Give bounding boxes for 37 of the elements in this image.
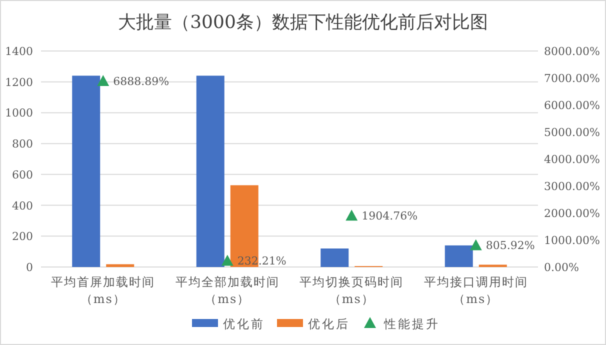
y2-tick-label: 7000.00%: [544, 72, 600, 85]
y-tick-label: 800: [12, 138, 33, 151]
y2-tick-label: 8000.00%: [544, 45, 600, 58]
y2-tick-label: 5000.00%: [544, 126, 600, 139]
bar: [72, 76, 100, 267]
point: [221, 254, 234, 266]
bar: [196, 76, 224, 267]
y2-tick-label: 6000.00%: [544, 99, 600, 112]
y-tick-label: 0: [26, 261, 33, 274]
bar: [106, 264, 134, 267]
y2-tick-label: 1000.00%: [544, 234, 600, 247]
y-tick-label: 1000: [5, 106, 33, 120]
y-tick-label: 200: [12, 230, 33, 244]
legend-label: 优化前: [223, 317, 265, 331]
y2-tick-label: 4000.00%: [544, 153, 600, 166]
x-tick-label: 平均首屏加载时间（ms）: [51, 275, 156, 306]
bar: [320, 248, 349, 267]
point: [470, 239, 482, 250]
y2-tick-label: 3000.00%: [544, 180, 600, 193]
x-tick-label: 平均全部加载时间（ms）: [175, 275, 280, 306]
chart-title: 大批量（3000条）数据下性能优化前后对比图: [118, 12, 488, 33]
data-label: 6888.89%: [113, 75, 170, 88]
point: [346, 210, 358, 221]
y-tick-label: 600: [12, 168, 33, 182]
y-tick-label: 1200: [5, 76, 33, 89]
bar: [444, 245, 473, 267]
data-label: 805.92%: [486, 239, 535, 252]
x-tick-label: 平均接口调用时间（ms）: [424, 275, 528, 306]
y-tick-label: 1400: [5, 45, 33, 58]
x-tick-label: 平均切换页码时间（ms）: [300, 275, 404, 306]
y2-tick-label: 2000.00%: [544, 207, 600, 220]
y2-tick-label: 0.00%: [544, 261, 579, 274]
point: [97, 75, 110, 86]
legend-label: 性能提升: [383, 317, 440, 331]
data-label: 1904.76%: [362, 210, 418, 223]
y-tick-label: 400: [12, 199, 33, 212]
legend-label: 优化后: [308, 317, 350, 331]
